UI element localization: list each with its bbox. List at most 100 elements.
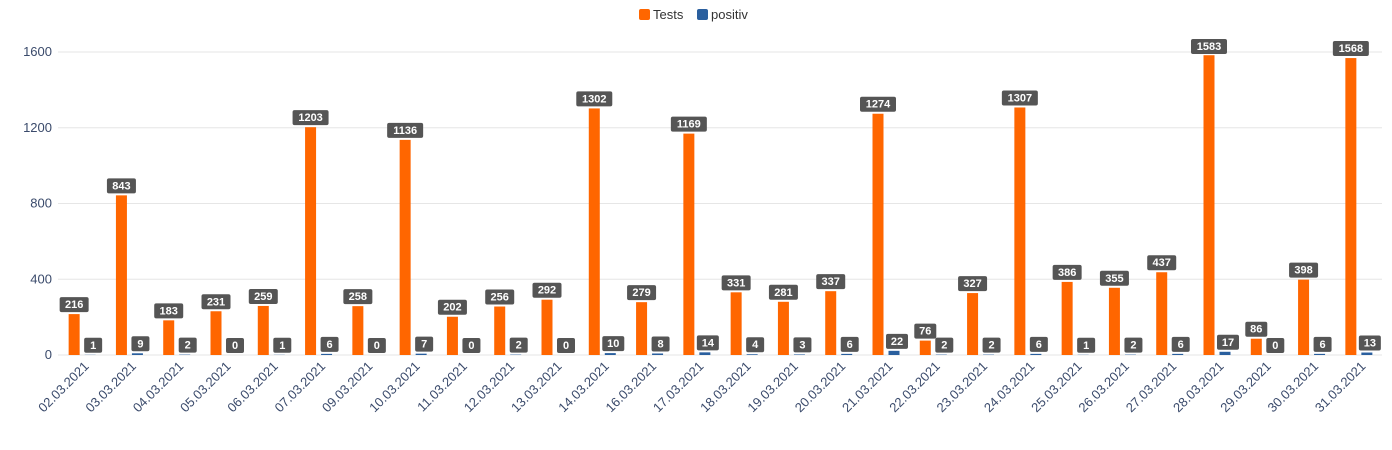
data-label-bg: [982, 337, 1001, 353]
data-label-tests: 1302: [576, 91, 613, 107]
data-label-bg: [1077, 337, 1096, 353]
data-label-bg: [59, 297, 89, 313]
data-label-text: 183: [160, 305, 178, 317]
bar-positiv: [652, 353, 664, 355]
data-label-positiv: 17: [1217, 334, 1239, 350]
bar-tests: [68, 314, 80, 355]
data-label-tests: 279: [627, 285, 657, 301]
data-label-text: 437: [1153, 257, 1171, 269]
data-label-positiv: 0: [1266, 338, 1285, 353]
data-label-bg: [721, 275, 751, 291]
y-tick-label: 400: [30, 271, 52, 286]
data-label-tests: 1169: [670, 116, 707, 132]
bar-tests: [777, 301, 789, 355]
bar-tests: [1345, 58, 1357, 356]
data-label-text: 1203: [298, 112, 322, 124]
legend-label: Tests: [653, 7, 684, 22]
data-label-positiv: 2: [982, 337, 1001, 353]
data-label-bg: [1289, 262, 1319, 278]
data-label-bg: [178, 337, 197, 353]
x-tick-label: 10.03.2021: [366, 359, 423, 416]
data-label-text: 0: [1272, 340, 1278, 352]
data-label-positiv: 6: [320, 336, 339, 352]
bar-tests: [494, 306, 506, 355]
data-label-positiv: 3: [793, 337, 812, 353]
data-label-text: 398: [1294, 265, 1312, 277]
bar-positiv: [1361, 352, 1373, 355]
data-label-text: 0: [374, 340, 380, 352]
data-label-text: 231: [207, 296, 225, 308]
data-label-bg: [485, 289, 515, 305]
data-label-bg: [958, 276, 988, 292]
data-label-bg: [387, 122, 424, 138]
data-label-text: 386: [1058, 267, 1076, 279]
data-label-text: 337: [822, 276, 840, 288]
data-label-text: 22: [891, 336, 903, 348]
bar-tests: [352, 306, 364, 355]
data-label-text: 1274: [866, 99, 891, 111]
bar-tests: [919, 340, 931, 355]
data-label-text: 8: [658, 338, 664, 350]
data-label-tests: 1583: [1191, 39, 1227, 54]
data-label-bg: [343, 289, 373, 305]
data-label-bg: [768, 284, 798, 300]
y-tick-label: 1200: [23, 120, 52, 135]
data-label-bg: [1124, 337, 1143, 353]
data-label-tests: 355: [1099, 270, 1129, 286]
legend-swatch: [639, 9, 650, 20]
data-label-text: 76: [919, 326, 931, 338]
data-label-text: 256: [491, 292, 509, 304]
data-label-bg: [860, 96, 896, 112]
data-label-bg: [131, 336, 150, 352]
data-label-text: 331: [727, 277, 745, 289]
data-label-text: 0: [563, 340, 569, 352]
legend[interactable]: Tests positiv: [639, 7, 748, 22]
legend-item-tests[interactable]: Tests: [639, 7, 684, 22]
data-label-tests: 386: [1052, 264, 1082, 280]
data-label-bg: [1358, 335, 1381, 351]
data-label-text: 1: [279, 340, 285, 352]
data-label-positiv: 14: [696, 335, 719, 351]
data-label-positiv: 22: [886, 333, 908, 349]
bar-tests: [588, 108, 600, 355]
data-label-bg: [886, 333, 908, 349]
data-label-bg: [670, 116, 707, 132]
data-label-bg: [154, 303, 184, 319]
bar-tests: [1156, 272, 1168, 355]
bar-positiv: [793, 354, 805, 355]
data-label-text: 17: [1222, 337, 1234, 349]
data-label-text: 1568: [1339, 43, 1363, 55]
data-label-bg: [1313, 336, 1332, 352]
legend-item-positiv[interactable]: positiv: [697, 7, 748, 22]
bar-tests: [825, 291, 837, 355]
legend-label: positiv: [711, 7, 748, 22]
data-label-text: 2: [941, 340, 947, 352]
data-label-bg: [793, 337, 812, 353]
data-label-text: 216: [65, 299, 83, 311]
data-label-positiv: 0: [226, 338, 244, 353]
data-label-text: 355: [1105, 273, 1123, 285]
data-label-text: 2: [185, 340, 191, 352]
bar-tests: [399, 139, 411, 355]
data-label-text: 14: [702, 337, 715, 349]
data-label-tests: 202: [437, 299, 467, 315]
data-label-bg: [320, 336, 339, 352]
data-label-bg: [367, 338, 386, 353]
bar-tests: [1014, 107, 1026, 355]
bar-tests: [872, 113, 884, 355]
data-label-positiv: 2: [178, 337, 197, 353]
data-label-bg: [651, 336, 670, 352]
data-label-positiv: 9: [131, 336, 150, 352]
bar-tests: [1108, 287, 1120, 355]
data-label-bg: [415, 336, 434, 352]
data-label-bg: [746, 337, 765, 353]
data-label-bg: [248, 288, 278, 304]
bar-tests: [1203, 55, 1215, 356]
data-label-text: 4: [752, 339, 759, 351]
legend-swatch: [697, 9, 708, 20]
data-label-tests: 337: [816, 274, 846, 290]
bar-tests: [730, 292, 742, 355]
bar-tests: [683, 133, 695, 355]
data-label-text: 259: [254, 291, 272, 303]
